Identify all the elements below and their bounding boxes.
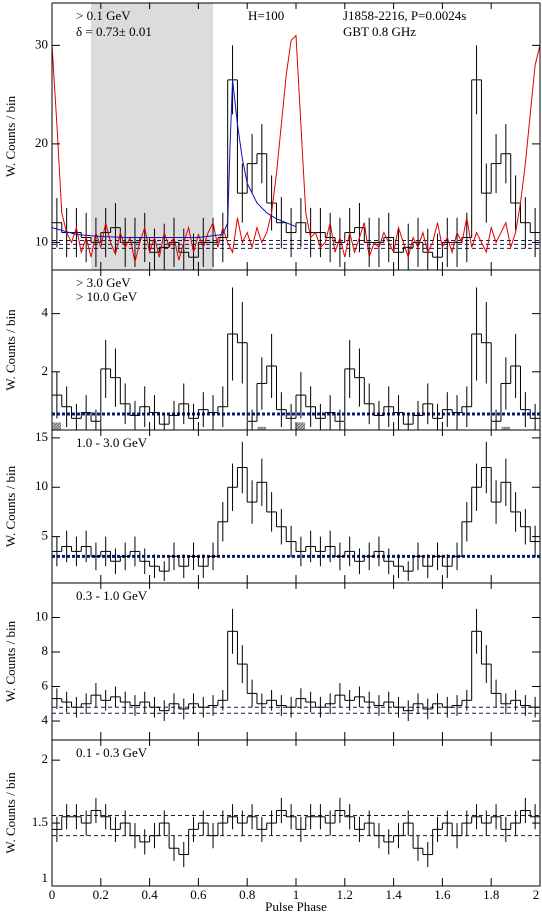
panel-frame bbox=[51, 582, 541, 741]
y-tick-label: 15 bbox=[35, 429, 48, 444]
y-tick-label: 10 bbox=[35, 608, 48, 623]
bar bbox=[501, 426, 510, 430]
y-axis-label: W. Counts / bin bbox=[3, 95, 18, 177]
panel-3 bbox=[52, 608, 540, 722]
bar bbox=[296, 422, 306, 430]
series-label: 0.1 - 0.3 GeV bbox=[76, 745, 148, 760]
y-tick-label: 5 bbox=[42, 528, 49, 543]
series-label: > 10.0 GeV bbox=[76, 289, 138, 304]
x-tick-label: 1.4 bbox=[385, 887, 402, 902]
y-tick-label: 2 bbox=[42, 363, 49, 378]
profile-line bbox=[52, 79, 297, 238]
y-tick-label: 6 bbox=[42, 678, 49, 693]
x-tick-label: 2 bbox=[533, 887, 540, 902]
h-test-label: H=100 bbox=[248, 8, 284, 23]
y-tick-label: 10 bbox=[35, 478, 48, 493]
panel-0 bbox=[52, 3, 540, 270]
panel-1 bbox=[52, 287, 540, 430]
series-label: 1.0 - 3.0 GeV bbox=[76, 435, 148, 450]
series-label: > 0.1 GeV bbox=[76, 8, 131, 23]
pulsar-label: J1858-2216, P=0.0024s bbox=[343, 8, 466, 23]
y-axis-label: W. Counts / bin bbox=[3, 309, 18, 391]
y-tick-label: 1.5 bbox=[32, 814, 48, 829]
series-label: > 3.0 GeV bbox=[76, 275, 131, 290]
y-axis-label: W. Counts / bin bbox=[3, 772, 18, 854]
panel-2 bbox=[52, 441, 540, 582]
profile-line bbox=[52, 34, 540, 263]
y-tick-label: 10 bbox=[35, 233, 48, 248]
x-tick-label: 1.2 bbox=[337, 887, 353, 902]
y-axis-label: W. Counts / bin bbox=[3, 465, 18, 547]
x-tick-label: 1 bbox=[293, 887, 300, 902]
x-tick-label: 1.8 bbox=[483, 887, 499, 902]
shaded-phase-range bbox=[91, 3, 214, 270]
x-tick-label: 0.2 bbox=[93, 887, 109, 902]
y-tick-label: 20 bbox=[35, 135, 48, 150]
y-tick-label: 4 bbox=[42, 305, 49, 320]
x-tick-label: 0 bbox=[49, 887, 56, 902]
x-tick-label: 0.4 bbox=[141, 887, 158, 902]
x-tick-label: 1.6 bbox=[434, 887, 451, 902]
y-tick-label: 8 bbox=[42, 643, 49, 658]
x-tick-label: 0.6 bbox=[190, 887, 207, 902]
significance-label: δ = 0.73± 0.01 bbox=[76, 24, 152, 39]
x-tick-label: 0.8 bbox=[239, 887, 255, 902]
series-label: 0.3 - 1.0 GeV bbox=[76, 588, 148, 603]
series-label: GBT 0.8 GHz bbox=[343, 24, 416, 39]
bar bbox=[257, 426, 266, 430]
y-tick-label: 4 bbox=[42, 712, 49, 727]
y-tick-label: 1 bbox=[42, 870, 49, 885]
panel-4 bbox=[52, 797, 540, 868]
y-tick-label: 2 bbox=[42, 751, 49, 766]
y-tick-label: 30 bbox=[35, 36, 48, 51]
x-axis-label: Pulse Phase bbox=[265, 899, 327, 914]
bar bbox=[52, 422, 62, 430]
y-axis-label: W. Counts / bin bbox=[3, 620, 18, 702]
